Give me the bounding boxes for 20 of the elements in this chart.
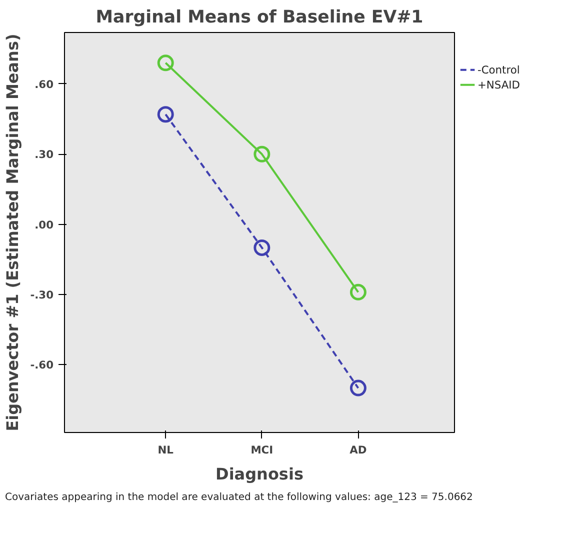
x-axis-title: Diagnosis bbox=[216, 464, 304, 484]
y-tick-label: .30 bbox=[34, 148, 54, 162]
y-tick-label: .00 bbox=[34, 218, 54, 232]
point bbox=[157, 106, 174, 123]
text: Covariates appearing in the model are evaluated at the following values: age_123 = 75.0662 bbox=[5, 491, 473, 505]
point bbox=[254, 146, 270, 162]
legend-label: +NSAID bbox=[478, 78, 520, 92]
y-tick-label: -.60 bbox=[30, 358, 54, 372]
x-tick-label: MCI bbox=[250, 444, 274, 456]
point bbox=[157, 54, 174, 72]
y-tick-label: -.30 bbox=[30, 288, 54, 302]
point bbox=[350, 380, 366, 396]
x-tick-label: AD bbox=[350, 444, 367, 456]
chart-title: Marginal Means of Baseline EV#1 bbox=[96, 8, 424, 28]
y-axis-title: Eigenvector #1 (Estimated Marginal Means) bbox=[3, 34, 22, 432]
legend-label: -Control bbox=[478, 63, 520, 76]
x-tick-label: NL bbox=[158, 444, 174, 456]
point bbox=[254, 239, 270, 256]
y-tick-label: .60 bbox=[34, 78, 54, 91]
point bbox=[350, 284, 366, 300]
